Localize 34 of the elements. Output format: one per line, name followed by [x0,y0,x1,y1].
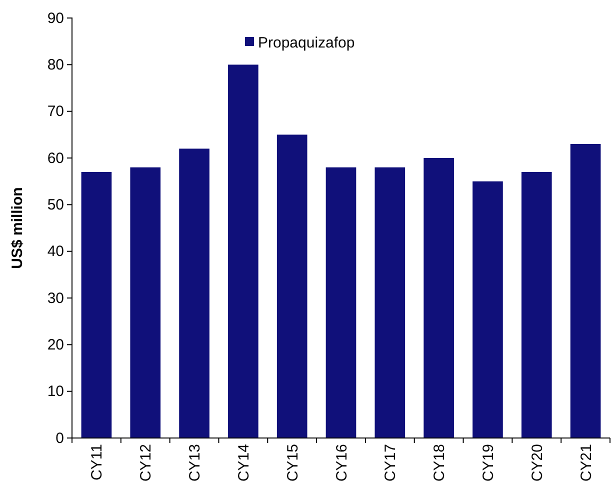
x-tick-label: CY12 [138,444,155,482]
bar [326,167,356,438]
bar [521,172,552,438]
bar [472,181,503,438]
y-tick-label: 60 [47,150,64,167]
x-tick-label: CY18 [431,444,448,482]
y-axis-title: US$ million [9,187,26,269]
y-tick-label: 80 [47,56,64,74]
x-tick-label: CY17 [382,444,400,482]
x-tick-label: CY16 [333,444,350,482]
y-tick-label: 20 [47,336,64,354]
y-tick-label: 70 [47,103,64,120]
y-tick-label: 30 [47,290,64,307]
y-tick-label: 50 [47,196,64,214]
bar [276,134,308,438]
x-tick-label: CY19 [480,444,497,482]
legend-label: Propaquizafop [258,34,355,52]
bar [81,172,112,438]
y-tick-label: 0 [56,430,64,447]
x-tick-label: CY20 [528,444,546,482]
bar [130,167,161,438]
bar [424,158,454,438]
y-tick-label: 10 [47,383,64,400]
x-tick-label: CY13 [186,444,204,482]
x-tick-label: CY15 [284,444,302,482]
bar [179,148,210,438]
x-tick-label: CY11 [88,444,106,480]
bar [374,167,406,438]
bar [570,144,601,438]
x-tick-label: CY14 [235,444,252,482]
y-tick-label: 40 [47,243,64,260]
bar [228,64,258,438]
y-tick-label: 90 [47,10,64,27]
x-tick-label: CY21 [578,444,595,482]
